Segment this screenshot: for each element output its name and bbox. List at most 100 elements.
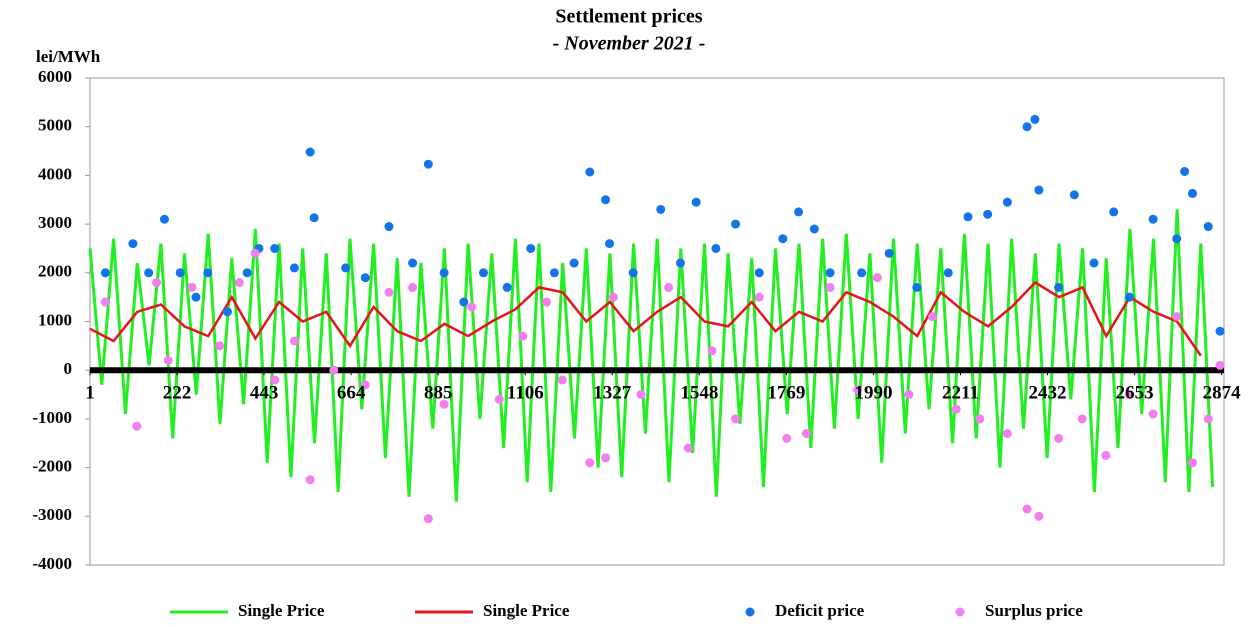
scatter-point — [1203, 222, 1213, 232]
chart-title: Settlement prices — [555, 6, 702, 28]
scatter-point — [459, 297, 469, 307]
scatter-point — [100, 297, 110, 307]
scatter-point — [132, 421, 142, 431]
y-tick-label: 3000 — [38, 213, 72, 232]
scatter-point — [234, 278, 244, 288]
scatter-point — [983, 209, 993, 219]
scatter-point — [1077, 414, 1087, 424]
scatter-point — [1203, 414, 1213, 424]
scatter-point — [754, 292, 764, 302]
x-tick-label: 1106 — [507, 383, 544, 404]
scatter-point — [250, 248, 260, 258]
scatter-point — [439, 268, 449, 278]
scatter-point — [518, 331, 528, 341]
scatter-point — [242, 268, 252, 278]
scatter-point — [270, 243, 280, 253]
scatter-point — [857, 268, 867, 278]
scatter-point — [557, 375, 567, 385]
scatter-point — [423, 159, 433, 169]
scatter-point — [975, 414, 985, 424]
scatter-point — [1172, 234, 1182, 244]
scatter-point — [1069, 190, 1079, 200]
scatter-point — [963, 212, 973, 222]
y-tick-label: 2000 — [38, 262, 72, 281]
y-tick-label: -4000 — [32, 554, 72, 573]
scatter-point — [222, 307, 232, 317]
scatter-point — [569, 258, 579, 268]
scatter-point — [601, 195, 611, 205]
scatter-point — [872, 273, 882, 283]
scatter-point — [1148, 214, 1158, 224]
legend-swatch — [745, 607, 755, 617]
scatter-point — [384, 222, 394, 232]
scatter-point — [605, 239, 615, 249]
scatter-point — [408, 258, 418, 268]
scatter-point — [289, 263, 299, 273]
scatter-point — [305, 475, 315, 485]
scatter-point — [1002, 429, 1012, 439]
x-tick-label: 443 — [250, 383, 279, 404]
scatter-point — [928, 312, 938, 322]
x-tick-label: 2874 — [1203, 383, 1242, 404]
scatter-point — [542, 297, 552, 307]
x-tick-label: 1327 — [593, 383, 632, 404]
scatter-point — [270, 375, 280, 385]
scatter-point — [628, 268, 638, 278]
scatter-point — [305, 147, 315, 157]
y-tick-label: 5000 — [38, 116, 72, 135]
x-tick-label: 1548 — [680, 383, 718, 404]
scatter-point — [1215, 360, 1225, 370]
x-tick-label: 1990 — [854, 383, 892, 404]
x-tick-label: 885 — [424, 383, 453, 404]
x-tick-label: 2211 — [942, 383, 979, 404]
scatter-point — [360, 380, 370, 390]
scatter-point — [1215, 326, 1225, 336]
scatter-point — [683, 443, 693, 453]
scatter-point — [731, 219, 741, 229]
scatter-point — [187, 282, 197, 292]
legend-swatch — [955, 607, 965, 617]
x-tick-label: 1769 — [767, 383, 805, 404]
scatter-point — [1034, 511, 1044, 521]
scatter-point — [128, 239, 138, 249]
y-tick-label: 4000 — [38, 164, 72, 183]
scatter-point — [904, 390, 914, 400]
scatter-point — [439, 399, 449, 409]
scatter-point — [152, 278, 162, 288]
scatter-point — [1172, 312, 1182, 322]
x-tick-label: 222 — [163, 383, 192, 404]
scatter-point — [801, 429, 811, 439]
scatter-point — [601, 453, 611, 463]
scatter-point — [707, 346, 717, 356]
x-tick-label: 664 — [337, 383, 366, 404]
y-tick-label: -1000 — [32, 408, 72, 427]
chart-subtitle: - November 2021 - — [553, 33, 706, 55]
scatter-point — [341, 263, 351, 273]
scatter-point — [731, 414, 741, 424]
scatter-point — [782, 433, 792, 443]
legend-label: Single Price — [483, 601, 570, 620]
scatter-point — [608, 292, 618, 302]
scatter-point — [1124, 292, 1134, 302]
scatter-point — [825, 282, 835, 292]
scatter-point — [203, 268, 213, 278]
series-line — [88, 209, 1215, 502]
scatter-point — [1101, 450, 1111, 460]
scatter-point — [1124, 390, 1134, 400]
y-tick-label: -2000 — [32, 457, 72, 476]
scatter-point — [423, 514, 433, 524]
scatter-point — [329, 365, 339, 375]
scatter-point — [951, 404, 961, 414]
scatter-point — [778, 234, 788, 244]
scatter-point — [711, 243, 721, 253]
scatter-point — [1054, 282, 1064, 292]
x-tick-label: 2653 — [1116, 383, 1154, 404]
scatter-point — [1148, 409, 1158, 419]
y-tick-label: -3000 — [32, 505, 72, 524]
scatter-point — [526, 243, 536, 253]
scatter-point — [502, 282, 512, 292]
scatter-point — [1180, 167, 1190, 177]
scatter-point — [549, 268, 559, 278]
legend-label: Surplus price — [985, 601, 1083, 620]
